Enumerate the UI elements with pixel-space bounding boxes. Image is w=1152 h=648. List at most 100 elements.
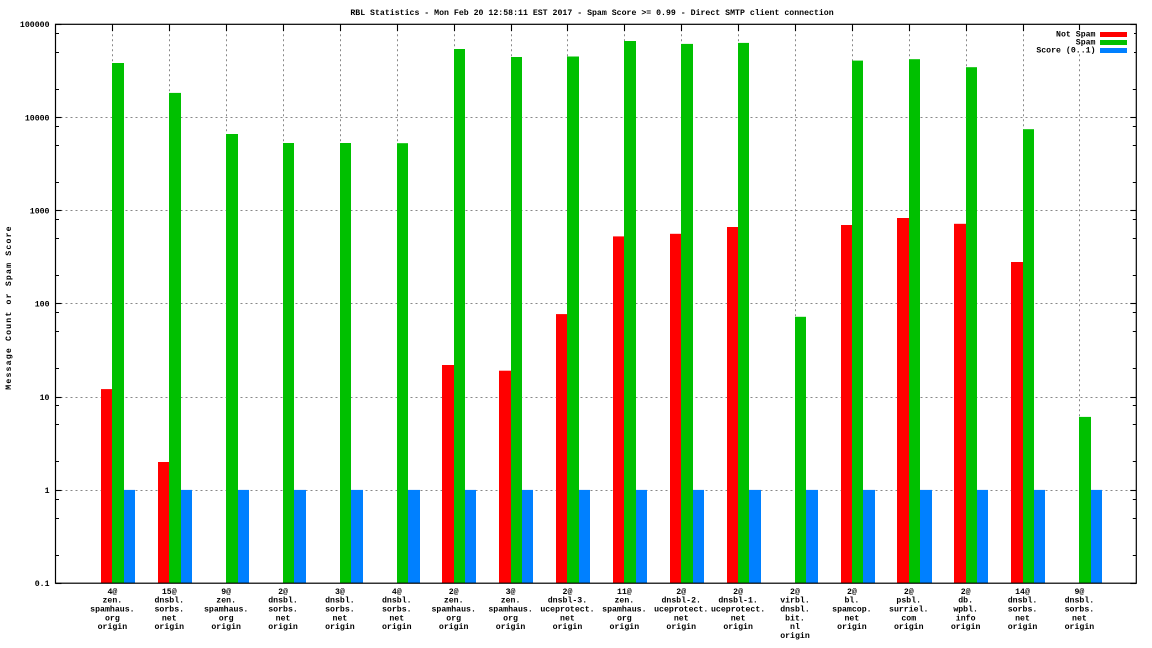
svg-text:origin: origin bbox=[780, 631, 810, 641]
svg-text:dnsbl-2.: dnsbl-2. bbox=[661, 596, 700, 606]
svg-text:org: org bbox=[105, 614, 120, 623]
svg-text:2@: 2@ bbox=[847, 587, 857, 597]
svg-text:2@: 2@ bbox=[278, 587, 288, 597]
svg-text:uceprotect.: uceprotect. bbox=[711, 606, 765, 615]
svg-text:origin: origin bbox=[666, 622, 696, 632]
svg-text:origin: origin bbox=[723, 622, 753, 632]
svg-text:sorbs.: sorbs. bbox=[1008, 605, 1038, 615]
svg-text:100: 100 bbox=[35, 301, 50, 310]
svg-text:1: 1 bbox=[45, 487, 50, 496]
svg-text:10: 10 bbox=[40, 394, 50, 403]
svg-text:2@: 2@ bbox=[904, 587, 914, 597]
svg-text:origin: origin bbox=[553, 622, 583, 632]
svg-text:virbl.: virbl. bbox=[780, 596, 810, 606]
svg-text:dnsbl.: dnsbl. bbox=[268, 596, 298, 606]
svg-text:sorbs.: sorbs. bbox=[1065, 605, 1095, 615]
svg-text:dnsbl.: dnsbl. bbox=[1008, 596, 1038, 606]
svg-text:net: net bbox=[1072, 614, 1087, 623]
svg-text:net: net bbox=[389, 614, 404, 623]
svg-text:spamhaus.: spamhaus. bbox=[90, 605, 134, 615]
svg-text:origin: origin bbox=[325, 622, 355, 632]
svg-text:net: net bbox=[844, 614, 859, 623]
svg-text:zen.: zen. bbox=[103, 597, 123, 606]
svg-text:spamhaus.: spamhaus. bbox=[602, 605, 646, 615]
svg-text:2@: 2@ bbox=[961, 587, 971, 597]
svg-text:zen.: zen. bbox=[444, 597, 464, 606]
svg-text:origin: origin bbox=[610, 622, 640, 632]
svg-text:db.: db. bbox=[958, 596, 973, 606]
svg-text:dnsbl-3.: dnsbl-3. bbox=[548, 596, 587, 606]
svg-text:3@: 3@ bbox=[506, 587, 516, 597]
svg-text:1000: 1000 bbox=[30, 207, 50, 216]
svg-text:net: net bbox=[162, 614, 177, 623]
svg-text:origin: origin bbox=[894, 622, 924, 632]
svg-text:origin: origin bbox=[496, 622, 526, 632]
svg-text:zen.: zen. bbox=[501, 597, 521, 606]
svg-text:zen.: zen. bbox=[614, 597, 634, 606]
svg-text:bit.: bit. bbox=[785, 613, 805, 623]
svg-text:14@: 14@ bbox=[1015, 587, 1030, 597]
svg-text:dnsbl.: dnsbl. bbox=[382, 596, 412, 606]
svg-text:com: com bbox=[901, 614, 916, 623]
svg-text:4@: 4@ bbox=[107, 587, 117, 597]
svg-text:dnsbl-1.: dnsbl-1. bbox=[718, 596, 757, 606]
svg-text:dnsbl.: dnsbl. bbox=[780, 605, 810, 615]
svg-text:origin: origin bbox=[268, 622, 298, 632]
svg-text:100000: 100000 bbox=[20, 21, 50, 30]
svg-text:spamhaus.: spamhaus. bbox=[488, 605, 532, 615]
svg-text:15@: 15@ bbox=[162, 587, 177, 597]
svg-text:Score (0..1): Score (0..1) bbox=[1036, 46, 1095, 56]
svg-text:4@: 4@ bbox=[392, 587, 402, 597]
svg-text:Message Count or Spam Score: Message Count or Spam Score bbox=[5, 225, 14, 390]
svg-text:net: net bbox=[1015, 614, 1030, 623]
svg-text:uceprotect.: uceprotect. bbox=[654, 606, 708, 615]
svg-text:wpbl.: wpbl. bbox=[953, 605, 978, 615]
svg-text:0.1: 0.1 bbox=[35, 580, 50, 589]
svg-text:org: org bbox=[219, 614, 234, 623]
svg-text:dnsbl.: dnsbl. bbox=[154, 596, 184, 606]
svg-text:origin: origin bbox=[154, 622, 184, 632]
svg-text:9@: 9@ bbox=[221, 587, 231, 597]
svg-text:net: net bbox=[731, 614, 746, 623]
svg-text:net: net bbox=[560, 614, 575, 623]
svg-text:2@: 2@ bbox=[676, 587, 686, 597]
svg-text:sorbs.: sorbs. bbox=[268, 605, 298, 615]
svg-text:sorbs.: sorbs. bbox=[154, 605, 184, 615]
svg-text:nl: nl bbox=[790, 622, 800, 632]
svg-text:2@: 2@ bbox=[790, 587, 800, 597]
svg-text:uceprotect.: uceprotect. bbox=[540, 606, 594, 615]
svg-text:info: info bbox=[956, 613, 976, 623]
svg-text:10000: 10000 bbox=[25, 114, 50, 123]
svg-text:RBL Statistics - Mon Feb 20 12: RBL Statistics - Mon Feb 20 12:58:11 EST… bbox=[350, 8, 833, 18]
svg-text:9@: 9@ bbox=[1074, 587, 1084, 597]
svg-text:spamhaus.: spamhaus. bbox=[204, 605, 248, 615]
svg-text:2@: 2@ bbox=[449, 587, 459, 597]
svg-text:spamhaus.: spamhaus. bbox=[431, 605, 475, 615]
svg-text:zen.: zen. bbox=[216, 597, 236, 606]
svg-text:11@: 11@ bbox=[617, 587, 632, 597]
svg-text:dnsbl.: dnsbl. bbox=[325, 596, 355, 606]
svg-text:dnsbl.: dnsbl. bbox=[1065, 596, 1095, 606]
svg-text:sorbs.: sorbs. bbox=[382, 605, 412, 615]
svg-text:org: org bbox=[617, 614, 632, 623]
svg-text:origin: origin bbox=[1065, 622, 1095, 632]
svg-text:org: org bbox=[446, 614, 461, 623]
svg-text:sorbs.: sorbs. bbox=[325, 605, 355, 615]
svg-text:bl.: bl. bbox=[844, 596, 859, 606]
svg-text:origin: origin bbox=[382, 622, 412, 632]
svg-text:surriel.: surriel. bbox=[889, 605, 928, 615]
svg-text:origin: origin bbox=[951, 622, 981, 632]
svg-text:origin: origin bbox=[837, 622, 867, 632]
svg-text:psbl.: psbl. bbox=[896, 596, 921, 606]
svg-text:3@: 3@ bbox=[335, 587, 345, 597]
svg-text:origin: origin bbox=[98, 622, 128, 632]
svg-text:origin: origin bbox=[1008, 622, 1038, 632]
svg-text:net: net bbox=[333, 614, 348, 623]
svg-text:origin: origin bbox=[439, 622, 469, 632]
svg-text:Not Spam: Not Spam bbox=[1056, 31, 1096, 40]
svg-text:org: org bbox=[503, 614, 518, 623]
svg-text:2@: 2@ bbox=[733, 587, 743, 597]
svg-text:net: net bbox=[674, 614, 689, 623]
svg-text:Spam: Spam bbox=[1076, 39, 1096, 48]
svg-text:spamcop.: spamcop. bbox=[832, 606, 871, 615]
